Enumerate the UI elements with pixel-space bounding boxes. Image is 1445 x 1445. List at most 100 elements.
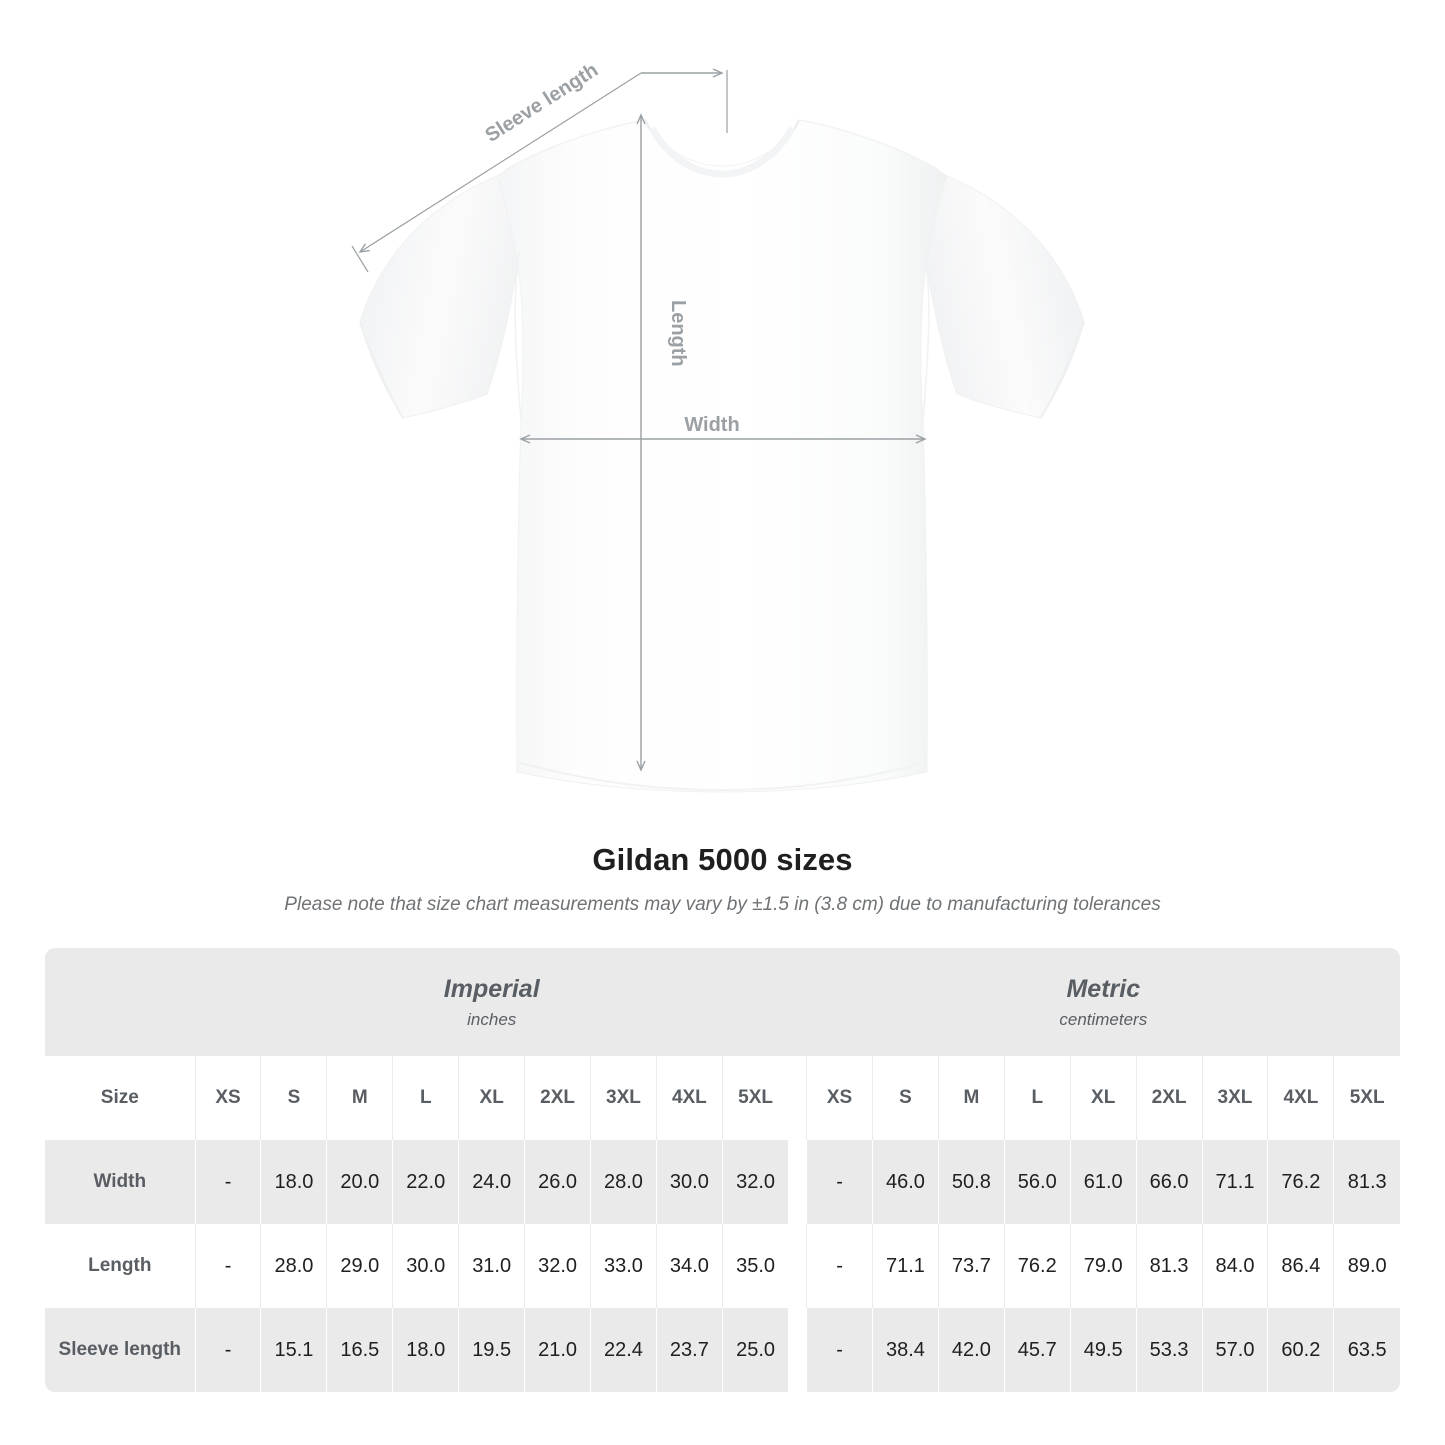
cell-width-metric-l: 56.0 (1003, 1140, 1071, 1224)
size-header-imperial-l: L (392, 1056, 459, 1140)
cell-sleeve-length-metric-5xl: 63.5 (1333, 1308, 1400, 1392)
cell-length-imperial-3xl: 33.0 (590, 1224, 657, 1308)
tshirt-diagram: Sleeve length Length Width (351, 59, 1085, 793)
cell-length-metric-m: 73.7 (937, 1224, 1005, 1308)
cell-sleeve-length-metric-2xl: 53.3 (1135, 1308, 1203, 1392)
cell-sleeve-length-imperial-m: 16.5 (326, 1308, 393, 1392)
cell-sleeve-length-imperial-4xl: 23.7 (655, 1308, 723, 1392)
size-header-metric-2xl: 2XL (1135, 1056, 1203, 1140)
row-label-width: Width (45, 1140, 196, 1224)
size-header-metric-3xl: 3XL (1201, 1056, 1268, 1140)
size-chart-table-container: Imperial inches Metric centimeters Size XS S M L… (45, 948, 1400, 1392)
size-header-metric-l: L (1003, 1056, 1071, 1140)
cell-length-metric-2xl: 81.3 (1135, 1224, 1203, 1308)
table-row: Sleeve length -15.1 16.5 18.0 19.5 21.0 22.4 23… (45, 1308, 1400, 1392)
unit-group-name: Imperial (443, 974, 540, 1003)
cell-length-metric-xs: - (806, 1224, 873, 1308)
cell-width-imperial-s: 18.0 (260, 1140, 327, 1224)
cell-sleeve-length-metric-3xl: 57.0 (1201, 1308, 1268, 1392)
cell-width-imperial-4xl: 30.0 (655, 1140, 723, 1224)
unit-group-metric: Metric centimeters (806, 948, 1400, 1056)
page-subtitle: Please note that size chart measurements… (284, 894, 1161, 915)
cell-length-imperial-m: 29.0 (326, 1224, 393, 1308)
size-chart-table: Imperial inches Metric centimeters Size XS S M L… (45, 948, 1400, 1392)
table-corner-cell (45, 948, 196, 1056)
size-header-imperial-m: M (326, 1056, 393, 1140)
cell-width-metric-xs: - (806, 1140, 873, 1224)
table-row: Width -18.0 20.0 22.0 24.0 26.0 28.0 30.0 32.0-4… (45, 1140, 1400, 1224)
unit-group-subtitle: inches (467, 1009, 517, 1029)
unit-group-name: Metric (1066, 974, 1141, 1003)
cell-width-metric-xl: 61.0 (1069, 1140, 1137, 1224)
cell-length-imperial-xl: 31.0 (458, 1224, 525, 1308)
cell-sleeve-length-metric-s: 38.4 (872, 1308, 939, 1392)
width-label: Width (684, 414, 739, 436)
size-header-metric-s: S (872, 1056, 939, 1140)
size-header-metric-5xl: 5XL (1333, 1056, 1400, 1140)
sleeve-length-label: Sleeve length (481, 59, 602, 147)
cell-sleeve-length-imperial-2xl: 21.0 (524, 1308, 591, 1392)
row-label-sleeve-length: Sleeve length (45, 1308, 196, 1392)
cell-length-metric-3xl: 84.0 (1201, 1224, 1268, 1308)
cell-width-metric-2xl: 66.0 (1135, 1140, 1203, 1224)
cell-sleeve-length-metric-l: 45.7 (1003, 1308, 1071, 1392)
size-header-metric-m: M (937, 1056, 1005, 1140)
cell-sleeve-length-imperial-5xl: 25.0 (721, 1308, 789, 1392)
length-label: Length (667, 300, 689, 367)
size-header-metric-xl: XL (1069, 1056, 1137, 1140)
cell-sleeve-length-imperial-3xl: 22.4 (590, 1308, 657, 1392)
cell-sleeve-length-metric-m: 42.0 (937, 1308, 1005, 1392)
cell-sleeve-length-imperial-s: 15.1 (260, 1308, 327, 1392)
size-header-label: Size (45, 1056, 196, 1140)
cell-width-imperial-m: 20.0 (326, 1140, 393, 1224)
unit-group-row: Imperial inches Metric centimeters (45, 948, 1400, 1056)
cell-width-metric-3xl: 71.1 (1201, 1140, 1268, 1224)
size-header-imperial-s: S (260, 1056, 327, 1140)
cell-width-imperial-2xl: 26.0 (524, 1140, 591, 1224)
cell-width-metric-4xl: 76.2 (1267, 1140, 1334, 1224)
tshirt-illustration: Sleeve length Length Width (351, 59, 1085, 793)
cell-length-metric-s: 71.1 (872, 1224, 939, 1308)
row-label-length: Length (45, 1224, 196, 1308)
size-header-metric-xs: XS (806, 1056, 873, 1140)
cell-length-imperial-l: 30.0 (392, 1224, 459, 1308)
cell-length-metric-l: 76.2 (1003, 1224, 1071, 1308)
unit-group-gap (788, 948, 807, 1056)
size-header-imperial-xs: XS (194, 1056, 261, 1140)
cell-width-metric-s: 46.0 (872, 1140, 939, 1224)
row-gap-sleeve-length (788, 1308, 807, 1392)
size-header-imperial-5xl: 5XL (721, 1056, 789, 1140)
unit-group-subtitle: centimeters (1059, 1009, 1148, 1029)
page-title: Gildan 5000 sizes (592, 842, 853, 877)
cell-length-metric-xl: 79.0 (1069, 1224, 1137, 1308)
size-header-imperial-4xl: 4XL (655, 1056, 723, 1140)
cell-length-imperial-s: 28.0 (260, 1224, 327, 1308)
size-header-imperial-2xl: 2XL (524, 1056, 591, 1140)
size-header-metric-4xl: 4XL (1267, 1056, 1334, 1140)
size-header-gap (788, 1056, 807, 1140)
row-gap-width (788, 1140, 807, 1224)
cell-width-imperial-5xl: 32.0 (721, 1140, 789, 1224)
sleeve-arrow-diagonal (358, 72, 642, 253)
table-row: Length -28.0 29.0 30.0 31.0 32.0 33.0 34.0 35.0-… (45, 1224, 1400, 1308)
size-header-imperial-3xl: 3XL (590, 1056, 657, 1140)
cell-length-metric-5xl: 89.0 (1333, 1224, 1400, 1308)
cell-sleeve-length-imperial-xl: 19.5 (458, 1308, 525, 1392)
cell-sleeve-length-metric-xs: - (806, 1308, 873, 1392)
cell-width-imperial-l: 22.0 (392, 1140, 459, 1224)
cell-length-imperial-xs: - (194, 1224, 261, 1308)
row-gap-length (788, 1224, 807, 1308)
cell-width-metric-m: 50.8 (937, 1140, 1005, 1224)
cell-length-imperial-2xl: 32.0 (524, 1224, 591, 1308)
cell-sleeve-length-imperial-xs: - (194, 1308, 261, 1392)
cell-width-metric-5xl: 81.3 (1333, 1140, 1400, 1224)
cell-sleeve-length-imperial-l: 18.0 (392, 1308, 459, 1392)
sleeve-end-tick (351, 245, 369, 273)
cell-length-metric-4xl: 86.4 (1267, 1224, 1334, 1308)
measurement-guides (351, 68, 927, 772)
title-block: Gildan 5000 sizes Please note that size … (0, 840, 1445, 918)
cell-sleeve-length-metric-4xl: 60.2 (1267, 1308, 1334, 1392)
cell-length-imperial-5xl: 35.0 (721, 1224, 789, 1308)
cell-length-imperial-4xl: 34.0 (655, 1224, 723, 1308)
cell-sleeve-length-metric-xl: 49.5 (1069, 1308, 1137, 1392)
